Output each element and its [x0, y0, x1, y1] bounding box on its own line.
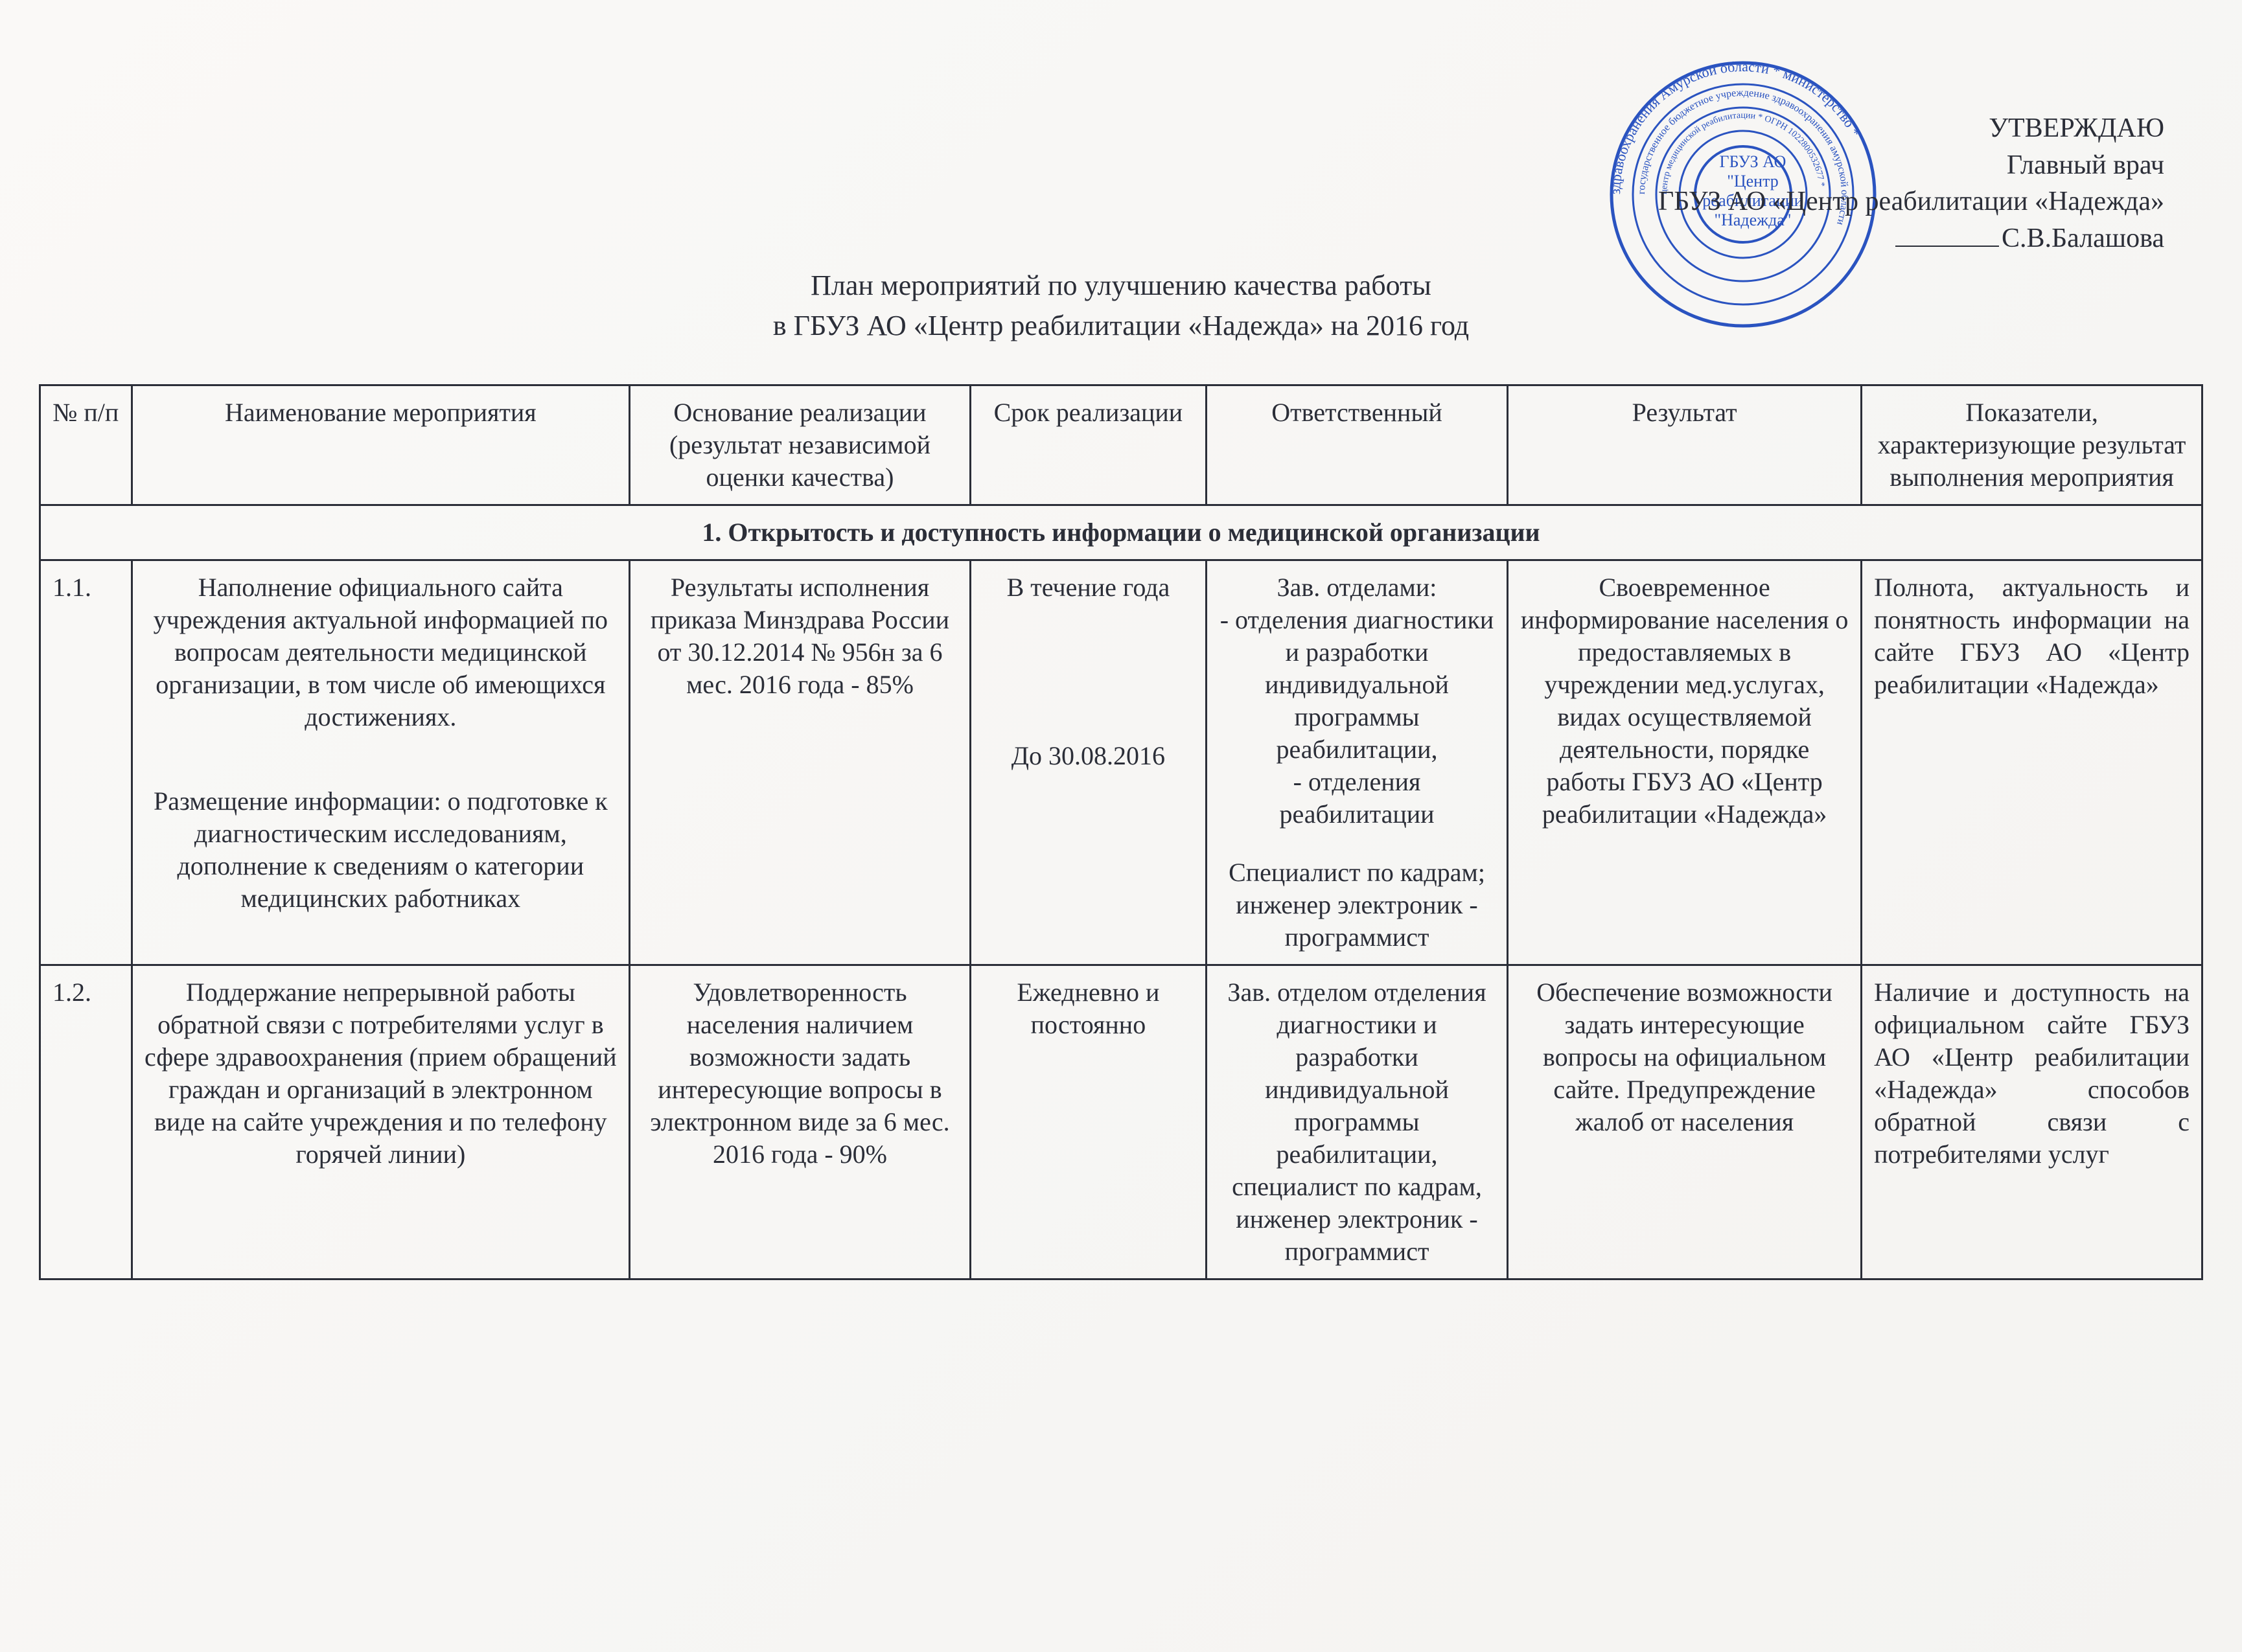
approval-line1: УТВЕРЖДАЮ [1581, 110, 2164, 147]
page: здравоохранения Амурской области * минис… [0, 0, 2242, 1652]
table-row: 1.2. Поддержание непрерывной работы обра… [40, 965, 2202, 1279]
approval-name: С.В.Балашова [2002, 224, 2164, 253]
cell-indicator: Наличие и доступность на официальном сай… [1862, 965, 2202, 1279]
approval-signature: С.В.Балашова [1581, 220, 2164, 257]
th-result: Результат [1508, 385, 1862, 505]
cell-term: Ежедневно и постоянно [970, 965, 1206, 1279]
signature-line [1895, 246, 1999, 247]
cell-result: Своевременное информирование населения о… [1508, 560, 1862, 965]
table-header-row: № п/п Наименование мероприятия Основание… [40, 385, 2202, 505]
cell-num: 1.2. [40, 965, 132, 1279]
section-1-row: 1. Открытость и доступность информации о… [40, 505, 2202, 560]
cell-term-p2: До 30.08.2016 [983, 740, 1194, 772]
cell-name-p1: Наполнение официального сайта учреждения… [144, 571, 618, 733]
plan-table: № п/п Наименование мероприятия Основание… [39, 384, 2203, 1280]
cell-basis: Удовлетворенность населения наличием воз… [630, 965, 971, 1279]
table-row: 1.1. Наполнение официального сайта учреж… [40, 560, 2202, 965]
cell-term: В течение года До 30.08.2016 [970, 560, 1206, 965]
th-basis: Основание реализации (результат независи… [630, 385, 971, 505]
section-1-title: 1. Открытость и доступность информации о… [40, 505, 2202, 560]
th-indicator: Показатели, характеризующие результат вы… [1862, 385, 2202, 505]
cell-result: Обеспечение возможности задать интересую… [1508, 965, 1862, 1279]
cell-term-p1: В течение года [983, 571, 1194, 604]
approval-line2: Главный врач [1581, 147, 2164, 184]
th-num: № п/п [40, 385, 132, 505]
cell-resp: Зав. отделом отделения диагностики и раз… [1206, 965, 1507, 1279]
cell-resp-p1: Зав. отделами: - отделения диагностики и… [1219, 571, 1495, 831]
th-term: Срок реализации [970, 385, 1206, 505]
cell-name-p2: Размещение информации: о подготовке к ди… [144, 785, 618, 915]
cell-resp: Зав. отделами: - отделения диагностики и… [1206, 560, 1507, 965]
th-name: Наименование мероприятия [132, 385, 630, 505]
cell-num: 1.1. [40, 560, 132, 965]
cell-indicator: Полнота, актуальность и понятность инфор… [1862, 560, 2202, 965]
table-head: № п/п Наименование мероприятия Основание… [40, 385, 2202, 505]
approval-line3: ГБУЗ АО «Центр реабилитации «Надежда» [1581, 183, 2164, 220]
cell-basis: Результаты исполнения приказа Минздрава … [630, 560, 971, 965]
cell-name: Поддержание непрерывной работы обратной … [132, 965, 630, 1279]
approval-block: УТВЕРЖДАЮ Главный врач ГБУЗ АО «Центр ре… [1581, 110, 2164, 257]
cell-resp-p2: Специалист по кадрам; инженер электроник… [1219, 856, 1495, 954]
th-resp: Ответственный [1206, 385, 1507, 505]
cell-name: Наполнение официального сайта учреждения… [132, 560, 630, 965]
